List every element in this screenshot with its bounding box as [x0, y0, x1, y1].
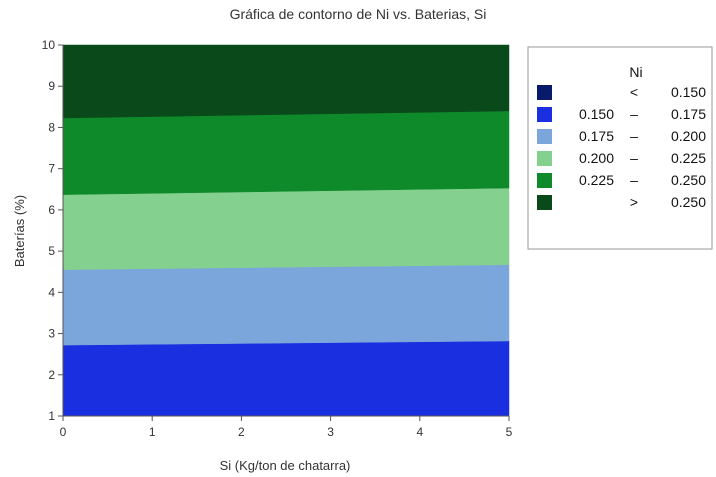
legend-low-value: 0.225 [579, 172, 614, 188]
legend-swatch [537, 195, 552, 210]
legend-low-value: 0.175 [579, 128, 614, 144]
x-tick-label: 2 [238, 425, 245, 439]
legend-title: Ni [629, 64, 642, 80]
legend-separator: – [630, 150, 638, 166]
y-tick-label: 8 [48, 120, 55, 134]
legend-swatch [537, 107, 552, 122]
y-tick-label: 1 [48, 409, 55, 423]
y-tick-label: 9 [48, 79, 55, 93]
y-tick-label: 3 [48, 327, 55, 341]
y-tick-label: 4 [48, 285, 55, 299]
y-tick-label: 10 [42, 38, 56, 52]
legend-high-value: 0.150 [671, 84, 706, 100]
x-tick-label: 0 [60, 425, 67, 439]
contour-region-2 [62, 264, 510, 346]
contour-region-5 [62, 44, 510, 119]
legend-swatch [537, 85, 552, 100]
legend-separator: < [630, 84, 638, 100]
legend-entries: <0.1500.150–0.1750.175–0.2000.200–0.2250… [537, 84, 706, 210]
y-tick-label: 6 [48, 203, 55, 217]
plot-axes [62, 45, 509, 417]
x-tick-label: 3 [327, 425, 334, 439]
legend-low-value: 0.200 [579, 150, 614, 166]
x-axis-ticks: 0 1 2 3 4 5 [60, 416, 513, 439]
legend-box [527, 46, 713, 250]
y-tick-label: 2 [48, 368, 55, 382]
contour-region-3 [62, 187, 510, 270]
legend: Ni <0.1500.150–0.1750.175–0.2000.200–0.2… [527, 46, 713, 250]
legend-separator: – [630, 128, 638, 144]
legend-swatch [537, 151, 552, 166]
legend-low-value: 0.150 [579, 106, 614, 122]
y-axis-ticks: 1 2 3 4 5 6 7 8 9 10 [42, 38, 63, 423]
contour-regions [62, 44, 510, 417]
legend-high-value: 0.250 [671, 194, 706, 210]
legend-swatch [537, 129, 552, 144]
x-tick-label: 4 [416, 425, 423, 439]
y-tick-label: 7 [48, 162, 55, 176]
legend-high-value: 0.225 [671, 150, 706, 166]
legend-separator: – [630, 172, 638, 188]
legend-high-value: 0.175 [671, 106, 706, 122]
y-axis-label: Baterías (%) [12, 195, 27, 267]
chart-title: Gráfica de contorno de Ni vs. Baterias, … [230, 6, 487, 22]
x-axis-label: Si (Kg/ton de chatarra) [220, 458, 351, 473]
legend-high-value: 0.200 [671, 128, 706, 144]
legend-high-value: 0.250 [671, 172, 706, 188]
contour-region-4 [62, 110, 510, 195]
x-tick-label: 1 [149, 425, 156, 439]
legend-separator: > [630, 194, 638, 210]
legend-separator: – [630, 106, 638, 122]
contour-region-1 [62, 340, 510, 417]
y-tick-label: 5 [48, 244, 55, 258]
x-tick-label: 5 [506, 425, 513, 439]
legend-swatch [537, 173, 552, 188]
